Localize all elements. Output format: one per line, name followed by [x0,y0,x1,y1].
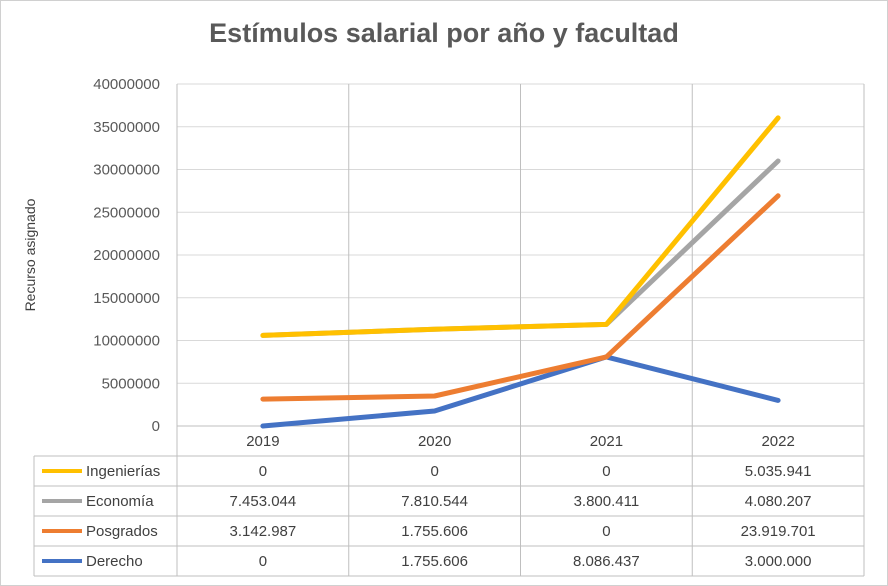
y-tick-label: 5000000 [102,375,160,392]
data-label: 5.035.941 [745,463,812,480]
y-tick-label: 10000000 [93,333,160,350]
data-label: 3.000.000 [745,553,812,570]
series-line-3 [260,193,781,402]
y-tick-label: 0 [152,418,160,435]
data-label: 1.755.606 [401,553,468,570]
data-label: 0 [430,463,438,480]
data-label: 0 [259,463,267,480]
data-label: 0 [259,553,267,570]
data-label: 7.453.044 [230,493,297,510]
x-tick-label: 2019 [246,433,279,450]
x-tick-label: 2020 [418,433,451,450]
legend-label: Economía [86,493,154,510]
series-line-1 [260,115,781,338]
data-label: 0 [602,463,610,480]
chart-title: Estímulos salarial por año y facultad [209,18,679,48]
data-label: 23.919.701 [741,523,816,540]
data-label: 7.810.544 [401,493,468,510]
x-tick-label: 2021 [590,433,623,450]
data-label: 8.086.437 [573,553,640,570]
y-tick-label: 30000000 [93,162,160,179]
y-tick-label: 25000000 [93,204,160,221]
series-line-4 [260,354,781,429]
legend-label: Derecho [86,553,143,570]
data-label: 4.080.207 [745,493,812,510]
y-tick-label: 15000000 [93,290,160,307]
legend-label: Ingenierías [86,463,160,480]
data-label: 0 [602,523,610,540]
data-label: 1.755.606 [401,523,468,540]
y-tick-label: 40000000 [93,76,160,93]
y-tick-label: 35000000 [93,119,160,136]
data-label: 3.800.411 [574,493,640,510]
data-label: 3.142.987 [230,523,297,540]
x-tick-label: 2022 [761,433,794,450]
legend-label: Posgrados [86,523,158,540]
y-tick-label: 20000000 [93,247,160,264]
